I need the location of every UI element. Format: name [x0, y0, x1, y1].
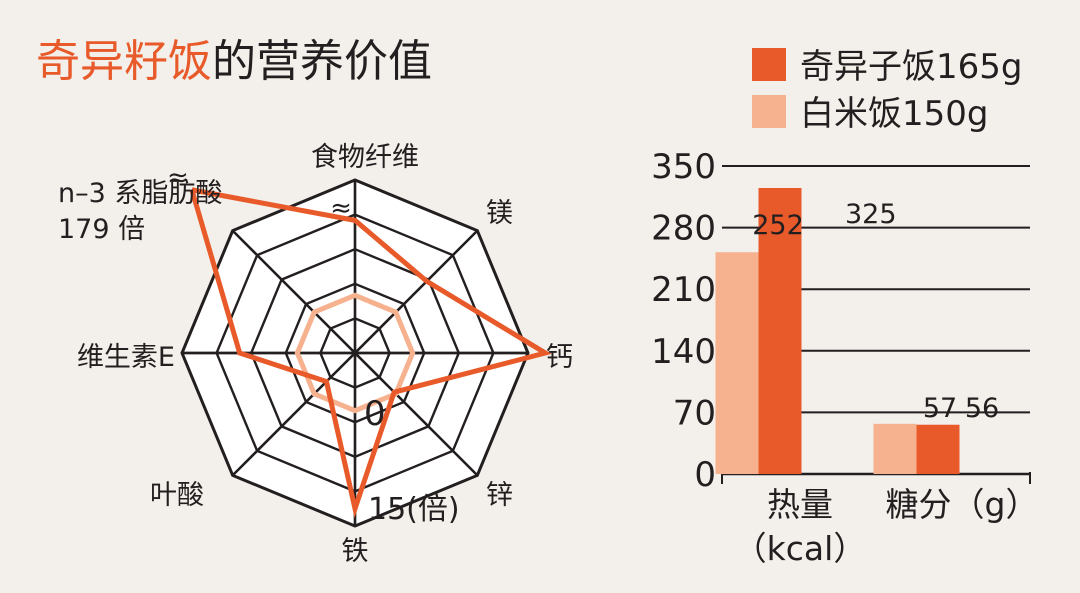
bar-y-tick-label: 280	[651, 209, 716, 249]
radar-axis-label: 镁	[486, 198, 513, 229]
bar-category-label: 糖分（g）	[886, 485, 1039, 524]
bar-data-label: 57	[923, 393, 957, 424]
bar-y-tick-label: 70	[673, 393, 716, 433]
bar-y-tick-label: 350	[651, 147, 716, 187]
bar-y-tick-label: 140	[651, 332, 716, 372]
radar-spoke	[231, 229, 356, 354]
radar-axis-label: 食物纤维	[311, 142, 419, 173]
radar-axis-label: 锌	[486, 480, 513, 511]
legend-label: 白米饭150g	[800, 94, 988, 134]
radar-max-label: 15(倍)	[368, 492, 460, 527]
radar-axis-label: 铁	[342, 536, 369, 567]
legend-swatch	[752, 48, 786, 81]
bar	[916, 424, 960, 474]
radar-min-label: 0	[364, 394, 386, 434]
bar-y-tick-label: 210	[651, 270, 716, 310]
off-scale-mark: ≈	[330, 193, 352, 223]
radar-axis-label: 钙	[546, 342, 573, 373]
chart-title: 奇异籽饭的营养价值	[36, 40, 432, 84]
radar-spoke	[231, 352, 356, 477]
legend-swatch	[752, 95, 786, 128]
radar-spoke	[354, 352, 479, 477]
bar	[758, 188, 802, 474]
bar	[715, 252, 759, 474]
radar-axis-label: 叶酸	[150, 480, 204, 511]
bar	[873, 423, 917, 474]
radar-spoke	[354, 229, 479, 354]
bar-data-label: 325	[845, 199, 897, 230]
bar-y-tick-label: 0	[694, 455, 716, 495]
bar-data-label: 252	[752, 210, 804, 241]
radar-series-line	[294, 292, 416, 414]
off-scale-mark: ≈	[167, 163, 189, 193]
bar-category-label: 热量（kcal）	[734, 485, 867, 568]
radar-series-line	[189, 187, 552, 518]
radar-axis-label: n–3 系脂肪酸 179 倍	[58, 178, 222, 245]
legend-label: 奇异子饭165g	[800, 47, 1022, 87]
title-rest: 的营养价值	[212, 36, 432, 87]
radar-axis-label: 维生素E	[77, 342, 175, 373]
title-highlight: 奇异籽饭	[36, 36, 212, 87]
bar-data-label: 56	[965, 393, 999, 424]
